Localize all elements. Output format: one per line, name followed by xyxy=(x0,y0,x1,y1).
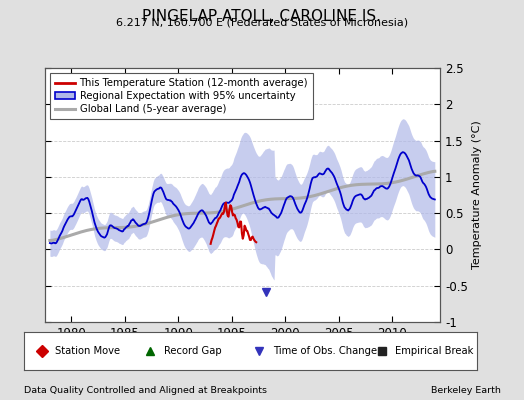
Text: Empirical Break: Empirical Break xyxy=(395,346,474,356)
Text: Record Gap: Record Gap xyxy=(164,346,222,356)
Text: Berkeley Earth: Berkeley Earth xyxy=(431,386,500,395)
Text: PINGELAP ATOLL, CAROLINE IS.: PINGELAP ATOLL, CAROLINE IS. xyxy=(143,9,381,24)
Text: Station Move: Station Move xyxy=(56,346,121,356)
Text: 6.217 N, 160.700 E (Federated States of Micronesia): 6.217 N, 160.700 E (Federated States of … xyxy=(116,18,408,28)
Text: Data Quality Controlled and Aligned at Breakpoints: Data Quality Controlled and Aligned at B… xyxy=(24,386,267,395)
Text: Time of Obs. Change: Time of Obs. Change xyxy=(273,346,377,356)
Legend: This Temperature Station (12-month average), Regional Expectation with 95% uncer: This Temperature Station (12-month avera… xyxy=(50,73,313,119)
Y-axis label: Temperature Anomaly (°C): Temperature Anomaly (°C) xyxy=(472,121,482,269)
